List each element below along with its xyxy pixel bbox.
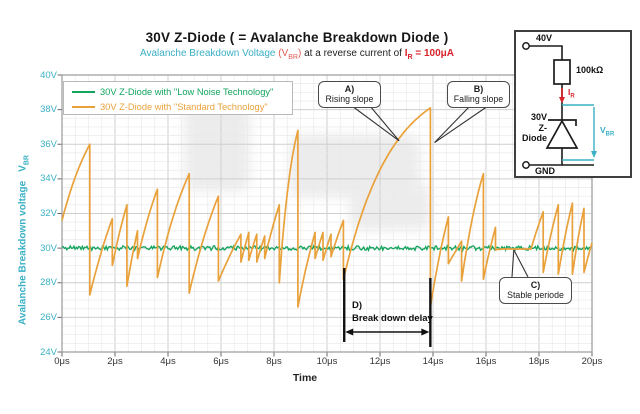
resistor-label: 100kΩ [576, 65, 604, 75]
zener-diode-symbol [545, 119, 579, 149]
delay-arrowhead-right [421, 328, 430, 336]
vbr-label: VBR [600, 125, 615, 138]
supply-terminal-icon [522, 42, 530, 50]
ground-terminal-icon [522, 161, 530, 169]
callout-line [434, 105, 471, 143]
circuit-diagram [522, 42, 597, 169]
current-label: IR [568, 87, 575, 100]
background-watermark [185, 103, 250, 191]
plot-border [61, 74, 593, 353]
callout-line [434, 105, 489, 143]
vbr-arrow-icon [562, 104, 597, 161]
supply-voltage-label: 40V [536, 33, 553, 43]
circuit-inset: 40V 100kΩ IR 30V Z-Diode VBR GND [514, 30, 632, 178]
callout-line [351, 105, 400, 142]
series-standard-line [61, 107, 593, 308]
diode-label: 30V Z-Diode [521, 112, 547, 143]
callout-line [511, 249, 515, 278]
callout-line [513, 249, 529, 278]
callout-line [369, 105, 400, 142]
resistor-symbol [553, 59, 571, 85]
ground-label: GND [535, 166, 555, 176]
current-arrow-icon [559, 88, 565, 104]
delay-arrowhead-left [345, 328, 354, 336]
